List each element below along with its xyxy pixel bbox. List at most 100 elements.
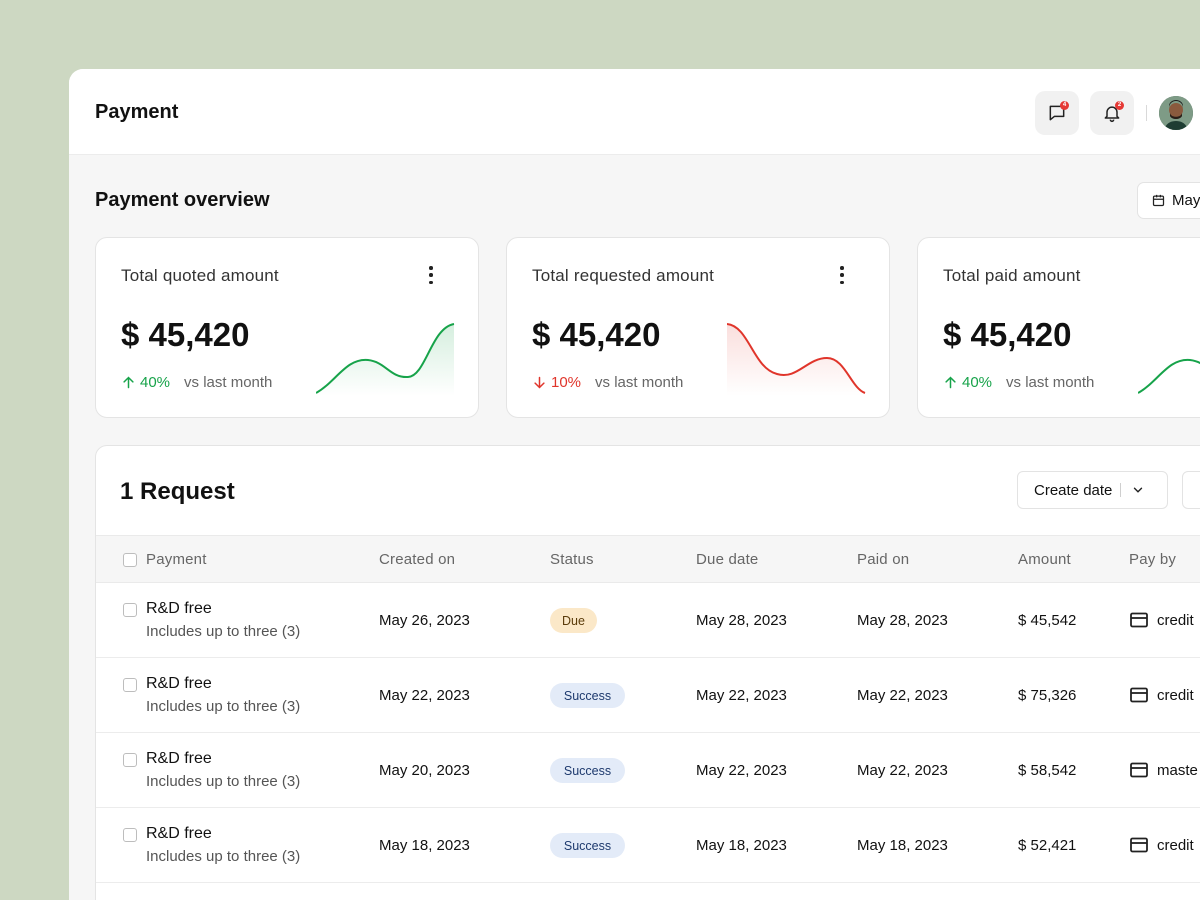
card-trend: 10% vs last month <box>532 374 683 391</box>
status-badge: Success <box>550 758 625 783</box>
card-trend: 40% vs last month <box>943 374 1094 391</box>
messages-button[interactable]: 4 <box>1035 91 1079 135</box>
paid-on: May 22, 2023 <box>857 687 948 704</box>
sparkline-chart <box>1138 358 1200 394</box>
kebab-menu-icon[interactable] <box>428 266 434 284</box>
requests-title: 1 Request <box>120 478 235 505</box>
amount: $ 52,421 <box>1018 837 1077 854</box>
card-value: $ 45,420 <box>943 316 1072 353</box>
status-badge: Success <box>550 683 625 708</box>
card-trend-vs: vs last month <box>595 374 684 391</box>
stat-card-paid: Total paid amount $ 45,420 40% vs last m… <box>917 237 1200 418</box>
arrow-up-icon <box>945 376 956 389</box>
due-date: May 28, 2023 <box>696 612 787 629</box>
payment-description: Includes up to three (3) <box>146 848 301 865</box>
created-on: May 18, 2023 <box>379 837 470 854</box>
status-badge: Due <box>550 608 597 633</box>
due-date: May 22, 2023 <box>696 762 787 779</box>
app-window: Payment 4 2 Payment overview May Total q… <box>69 69 1200 900</box>
messages-badge: 4 <box>1060 101 1069 110</box>
amount: $ 58,542 <box>1018 762 1077 779</box>
card-value: $ 45,420 <box>121 316 250 353</box>
col-status: Status <box>550 551 594 568</box>
stat-card-quoted: Total quoted amount $ 45,420 40% vs last… <box>95 237 479 418</box>
table-row[interactable]: R&D free Includes up to three (3) May 22… <box>96 658 1200 733</box>
pay-by: maste <box>1157 762 1198 779</box>
credit-card-icon <box>1130 762 1148 778</box>
card-trend-vs: vs last month <box>184 374 273 391</box>
pay-by: credit <box>1157 612 1194 629</box>
table-row[interactable]: R&D free Includes up to three (3) May 26… <box>96 583 1200 658</box>
table-row[interactable]: R&D free Includes up to three (3) May 18… <box>96 808 1200 883</box>
filter-label: Create date <box>1034 481 1113 499</box>
arrow-down-icon <box>534 376 545 389</box>
date-picker-button[interactable]: May <box>1137 182 1200 219</box>
col-payment: Payment <box>146 551 207 568</box>
date-picker-label: May <box>1172 192 1200 209</box>
card-trend-pct: 40% <box>140 374 171 391</box>
status-badge: Success <box>550 833 625 858</box>
header-divider <box>1146 105 1147 121</box>
notifications-button[interactable]: 2 <box>1090 91 1134 135</box>
row-checkbox[interactable] <box>123 603 137 617</box>
col-pay-by: Pay by <box>1129 551 1177 568</box>
secondary-filter-button[interactable] <box>1182 471 1200 509</box>
kebab-menu-icon[interactable] <box>839 266 845 284</box>
table-row[interactable]: R&D free Includes up to three (3) May 20… <box>96 733 1200 808</box>
payment-name: R&D free <box>146 675 212 692</box>
created-on: May 26, 2023 <box>379 612 470 629</box>
card-trend-pct: 10% <box>551 374 582 391</box>
row-checkbox[interactable] <box>123 678 137 692</box>
created-on: May 22, 2023 <box>379 687 470 704</box>
table-header: Payment Created on Status Due date Paid … <box>96 535 1200 583</box>
due-date: May 22, 2023 <box>696 687 787 704</box>
stat-card-requested: Total requested amount $ 45,420 10% vs l… <box>506 237 890 418</box>
card-trend: 40% vs last month <box>121 374 272 391</box>
payment-name: R&D free <box>146 750 212 767</box>
col-due-date: Due date <box>696 551 759 568</box>
card-label: Total paid amount <box>943 266 1081 285</box>
avatar-image <box>1159 96 1193 130</box>
calendar-icon <box>1152 194 1165 207</box>
row-checkbox[interactable] <box>123 828 137 842</box>
chevron-down-icon <box>1134 487 1143 493</box>
credit-card-icon <box>1130 687 1148 703</box>
card-label: Total quoted amount <box>121 266 279 285</box>
pay-by: credit <box>1157 837 1194 854</box>
filter-divider <box>1120 483 1122 497</box>
card-trend-pct: 40% <box>962 374 993 391</box>
payment-name: R&D free <box>146 825 212 842</box>
card-label: Total requested amount <box>532 266 715 285</box>
paid-on: May 18, 2023 <box>857 837 948 854</box>
col-paid-on: Paid on <box>857 551 910 568</box>
sparkline-chart <box>727 323 866 396</box>
row-checkbox[interactable] <box>123 753 137 767</box>
avatar[interactable] <box>1159 96 1193 130</box>
card-value: $ 45,420 <box>532 316 661 353</box>
arrow-up-icon <box>123 376 134 389</box>
paid-on: May 28, 2023 <box>857 612 948 629</box>
bell-icon <box>1104 106 1120 123</box>
payment-name: R&D free <box>146 600 212 617</box>
card-trend-vs: vs last month <box>1006 374 1095 391</box>
credit-card-icon <box>1130 612 1148 628</box>
amount: $ 75,326 <box>1018 687 1077 704</box>
pay-by: credit <box>1157 687 1194 704</box>
create-date-filter[interactable]: Create date <box>1017 471 1168 509</box>
top-bar: Payment 4 2 <box>69 69 1200 155</box>
page-title: Payment <box>95 101 179 123</box>
paid-on: May 22, 2023 <box>857 762 948 779</box>
col-amount: Amount <box>1018 551 1071 568</box>
col-created-on: Created on <box>379 551 456 568</box>
payment-description: Includes up to three (3) <box>146 698 301 715</box>
overview-title: Payment overview <box>95 189 270 211</box>
notifications-badge: 2 <box>1115 101 1124 110</box>
requests-panel: 1 Request Create date Payment Created on… <box>95 445 1200 900</box>
sparkline-chart <box>316 323 455 396</box>
created-on: May 20, 2023 <box>379 762 470 779</box>
credit-card-icon <box>1130 837 1148 853</box>
select-all-checkbox[interactable] <box>123 553 137 567</box>
payment-description: Includes up to three (3) <box>146 773 301 790</box>
payment-description: Includes up to three (3) <box>146 623 301 640</box>
due-date: May 18, 2023 <box>696 837 787 854</box>
